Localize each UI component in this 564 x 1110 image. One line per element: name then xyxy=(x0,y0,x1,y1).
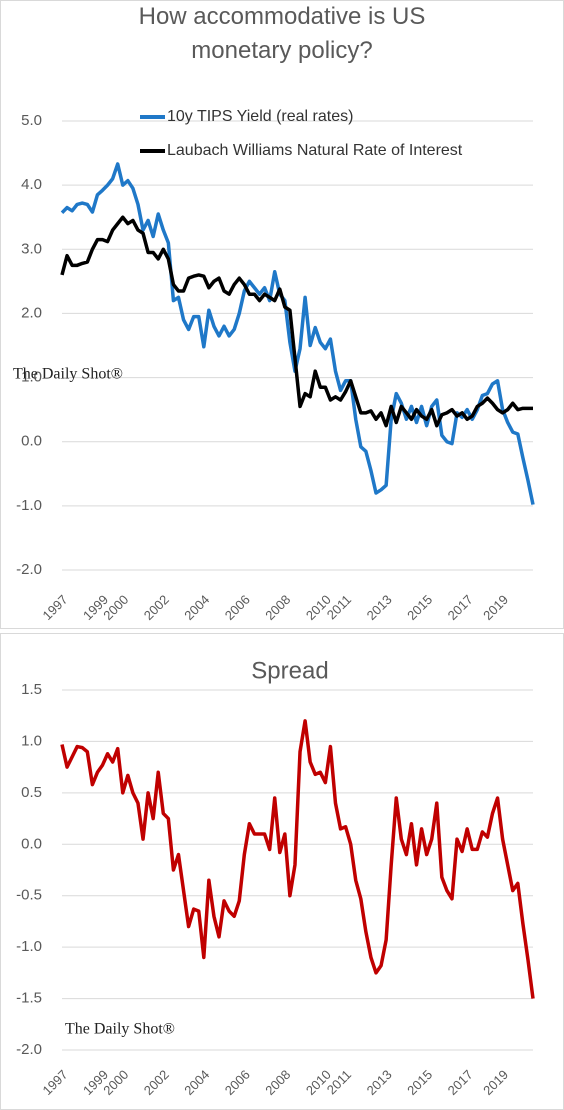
panel-border xyxy=(0,633,564,1110)
panel-border xyxy=(0,0,564,629)
x-tick-label: 2006 xyxy=(222,592,253,623)
x-tick-label: 2013 xyxy=(364,592,395,623)
y-tick-label: 0.0 xyxy=(21,433,42,450)
x-tick-label: 2008 xyxy=(262,1067,293,1098)
series-line xyxy=(60,719,535,999)
x-tick-label: 2004 xyxy=(181,1067,212,1098)
y-tick-label: 4.0 xyxy=(21,176,42,193)
y-tick-label: -1.0 xyxy=(16,938,42,955)
x-tick-label: 2013 xyxy=(364,1067,395,1098)
y-tick-label: 3.0 xyxy=(21,240,42,257)
y-tick-label: 5.0 xyxy=(21,112,42,129)
x-tick-label: 2008 xyxy=(262,592,293,623)
watermark: The Daily Shot® xyxy=(13,366,123,383)
x-tick-label: 2015 xyxy=(404,592,435,623)
x-tick-label: 2015 xyxy=(404,1067,435,1098)
y-tick-label: 1.0 xyxy=(21,732,42,749)
y-tick-label: 1.5 xyxy=(21,681,42,698)
x-tick-label: 2017 xyxy=(445,592,476,623)
legend-label: Laubach Williams Natural Rate of Interes… xyxy=(167,142,463,159)
x-tick-label: 2019 xyxy=(480,1067,511,1098)
watermark: The Daily Shot® xyxy=(65,1021,175,1038)
x-tick-label: 1997 xyxy=(39,592,70,623)
x-tick-label: 2017 xyxy=(445,1067,476,1098)
y-tick-label: 0.0 xyxy=(21,835,42,852)
chart-title: How accommodative is US monetary policy? xyxy=(139,3,426,64)
title-line: monetary policy? xyxy=(191,37,372,64)
title-line: How accommodative is US xyxy=(139,3,426,30)
y-tick-label: -1.0 xyxy=(16,497,42,514)
y-tick-label: 0.5 xyxy=(21,784,42,801)
chart-title: Spread xyxy=(251,657,328,684)
x-tick-label: 2019 xyxy=(480,592,511,623)
y-tick-label: -0.5 xyxy=(16,887,42,904)
series-line xyxy=(60,162,535,505)
y-tick-label: -2.0 xyxy=(16,561,42,578)
y-tick-label: 1.0 xyxy=(21,369,42,386)
x-tick-label: 2002 xyxy=(141,1067,172,1098)
series-line xyxy=(60,215,533,428)
y-tick-label: -1.5 xyxy=(16,990,42,1007)
x-tick-label: 2006 xyxy=(222,1067,253,1098)
x-tick-label: 2004 xyxy=(181,592,212,623)
x-tick-label: 2002 xyxy=(141,592,172,623)
x-tick-label: 1997 xyxy=(39,1067,70,1098)
x-tick-label: 2011 xyxy=(324,592,354,622)
x-tick-label: 2011 xyxy=(324,1067,354,1097)
legend-label: 10y TIPS Yield (real rates) xyxy=(167,108,353,125)
y-tick-label: 2.0 xyxy=(21,304,42,321)
y-tick-label: -2.0 xyxy=(16,1041,42,1058)
